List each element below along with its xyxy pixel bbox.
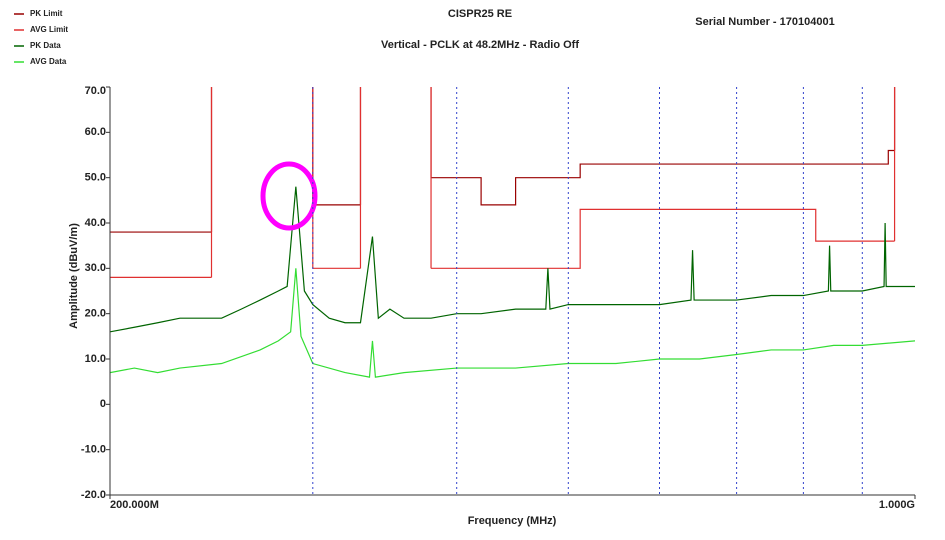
serial-number: Serial Number - 170104001 — [695, 16, 834, 28]
y-tick-label: 40.0 — [85, 217, 106, 229]
x-tick-label: 200.000M — [110, 499, 159, 511]
y-tick-label: 10.0 — [85, 353, 106, 365]
legend-label: PK Data — [30, 41, 61, 50]
chart-subtitle: Vertical - PCLK at 48.2MHz - Radio Off — [381, 39, 579, 51]
plot-area — [110, 87, 915, 378]
highlight-circle — [260, 161, 318, 231]
data-line — [110, 186, 915, 333]
y-tick-label: -10.0 — [81, 444, 106, 456]
limit-line — [110, 149, 895, 233]
x-axis-label: Frequency (MHz) — [468, 515, 557, 527]
limit-line — [110, 208, 895, 278]
chart-title: CISPR25 RE — [448, 8, 512, 20]
y-tick-label: 0 — [100, 398, 106, 410]
y-tick-label: 20.0 — [85, 308, 106, 320]
y-axis-label: Amplitude (dBuV/m) — [68, 223, 80, 329]
legend-label: PK Limit — [30, 9, 63, 18]
y-tick-label: 50.0 — [85, 172, 106, 184]
y-tick-label: 70.0 — [85, 85, 106, 97]
legend-label: AVG Data — [30, 57, 67, 66]
y-tick-label: 60.0 — [85, 126, 106, 138]
y-tick-label: 30.0 — [85, 262, 106, 274]
x-tick-label: 1.000G — [879, 499, 915, 511]
legend-label: AVG Limit — [30, 25, 68, 34]
y-tick-label: -20.0 — [81, 489, 106, 501]
data-line — [110, 268, 915, 378]
